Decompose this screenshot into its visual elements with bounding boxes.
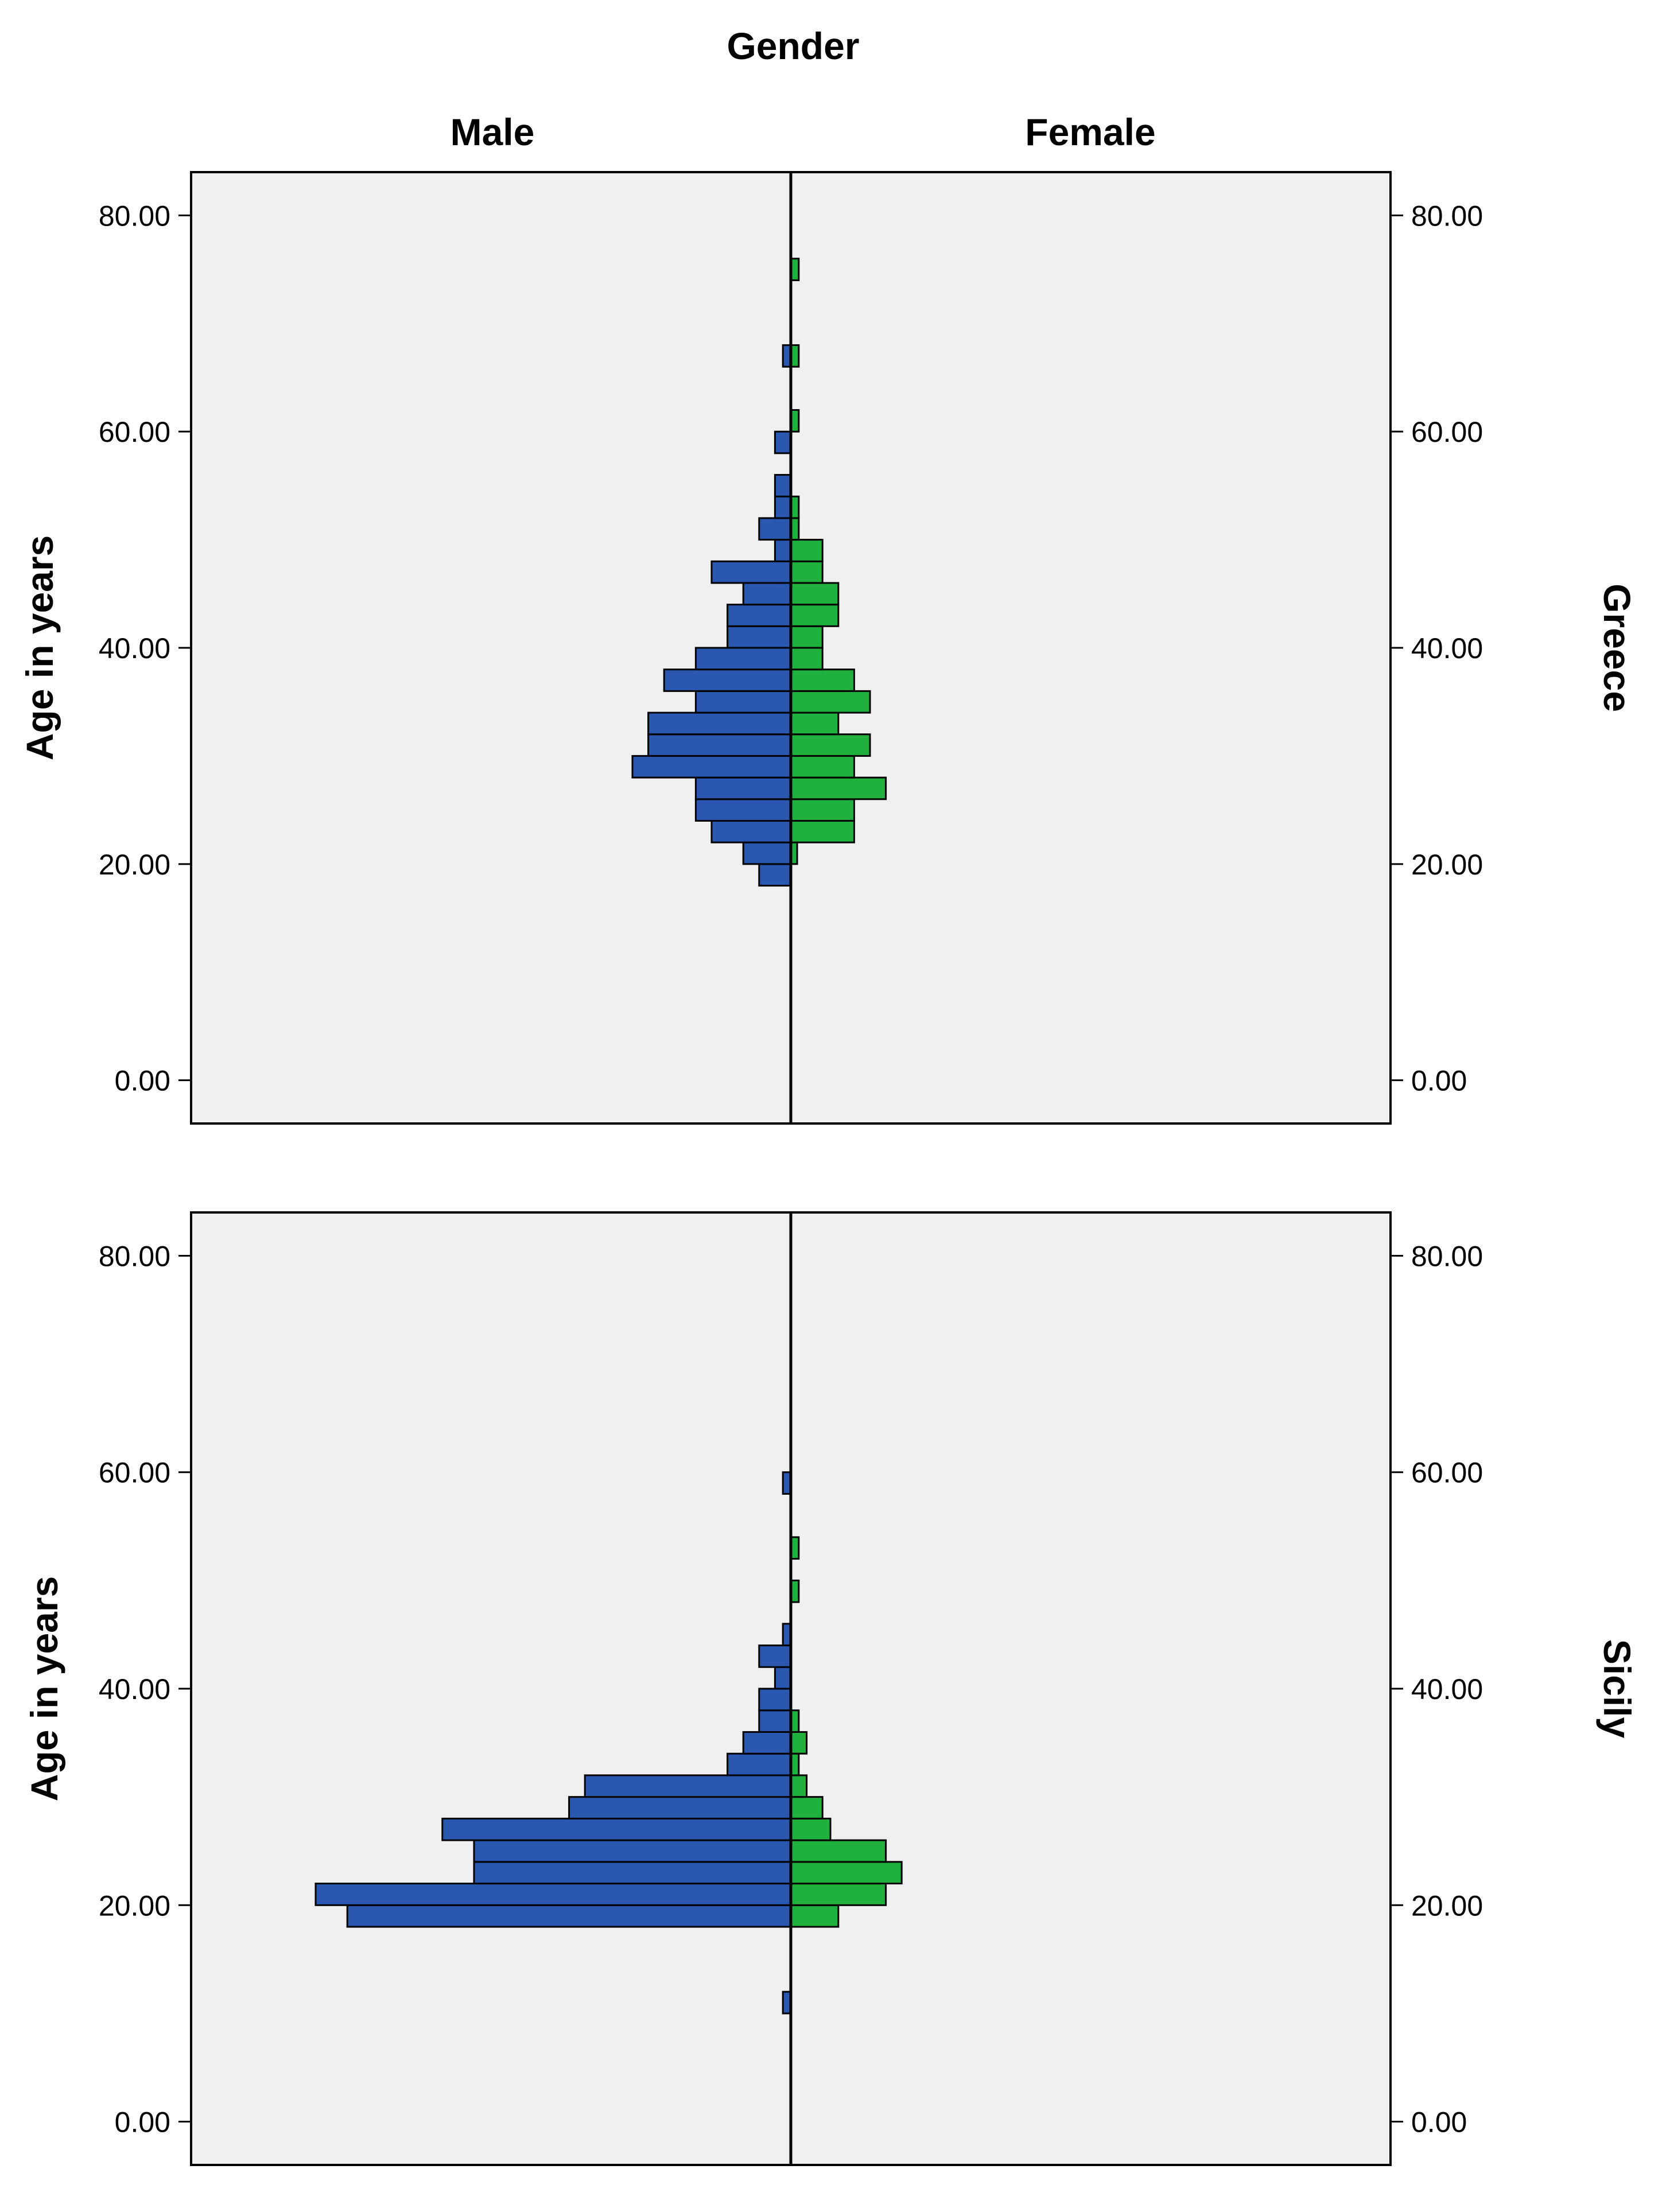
row-label-sicily: Sicily bbox=[1596, 1639, 1638, 1739]
bar-male bbox=[758, 1688, 792, 1712]
bar-male bbox=[774, 1666, 792, 1690]
bar-male bbox=[774, 474, 792, 497]
bar-female bbox=[790, 539, 824, 562]
y-tick-label-right: 20.00 bbox=[1411, 849, 1483, 881]
bar-male bbox=[473, 1861, 792, 1885]
bar-female bbox=[790, 1883, 887, 1906]
bar-female bbox=[790, 733, 871, 757]
y-tick-label-right: 60.00 bbox=[1411, 1457, 1483, 1489]
y-tick-label-right: 0.00 bbox=[1411, 1065, 1467, 1097]
column-label-female: Female bbox=[1025, 111, 1155, 153]
column-header-gender: Gender bbox=[727, 25, 859, 67]
bar-female bbox=[790, 819, 855, 843]
y-tick-label-right: 40.00 bbox=[1411, 1673, 1483, 1705]
bar-female bbox=[790, 755, 855, 779]
y-axis-title: Age in years bbox=[18, 535, 61, 761]
y-tick-label-right: 60.00 bbox=[1411, 416, 1483, 448]
bar-male bbox=[742, 582, 792, 606]
bar-male bbox=[727, 1752, 792, 1776]
bar-female bbox=[790, 712, 840, 736]
y-tick-label-left: 60.00 bbox=[99, 1457, 170, 1489]
panel-greece: 0.00 0.00 20.00 20.00 40.00 40.00 60.00 60.00 80… bbox=[18, 171, 1638, 1125]
bar-female bbox=[790, 668, 855, 692]
bar-female bbox=[790, 1861, 903, 1885]
bar-male bbox=[694, 690, 792, 714]
bar-male bbox=[694, 776, 792, 800]
bar-male bbox=[710, 819, 792, 843]
y-tick-label-left: 40.00 bbox=[99, 632, 170, 664]
y-axis-title: Age in years bbox=[23, 1576, 65, 1802]
bar-female bbox=[790, 1796, 824, 1820]
row-label-greece: Greece bbox=[1596, 584, 1638, 712]
bar-male bbox=[694, 647, 792, 671]
bar-female bbox=[790, 582, 840, 606]
bar-male bbox=[568, 1796, 792, 1820]
bar-male bbox=[774, 430, 792, 454]
bar-male bbox=[758, 863, 792, 887]
y-tick-label-left: 60.00 bbox=[99, 416, 170, 448]
y-tick-label-left: 0.00 bbox=[115, 1065, 170, 1097]
bar-female bbox=[790, 1774, 808, 1798]
panel-sicily: 0.00 0.00 20.00 20.00 40.00 40.00 60.00 60.00 80… bbox=[23, 1211, 1638, 2166]
bar-male bbox=[758, 1709, 792, 1733]
bar-female bbox=[790, 625, 824, 649]
bar-male bbox=[742, 841, 792, 865]
bar-male bbox=[314, 1883, 792, 1906]
bar-male bbox=[663, 668, 792, 692]
bar-male bbox=[694, 798, 792, 822]
bar-male bbox=[647, 733, 792, 757]
bar-male bbox=[710, 560, 792, 584]
bar-male bbox=[647, 712, 792, 736]
bar-female bbox=[790, 1731, 808, 1755]
column-label-male: Male bbox=[450, 111, 535, 153]
bar-female bbox=[790, 1839, 887, 1863]
y-tick-label-left: 0.00 bbox=[115, 2106, 170, 2139]
bar-female bbox=[790, 1904, 840, 1928]
bar-female bbox=[790, 647, 824, 671]
y-tick-label-left: 40.00 bbox=[99, 1673, 170, 1705]
bar-female bbox=[790, 1817, 832, 1841]
y-tick-label-right: 80.00 bbox=[1411, 1240, 1483, 1272]
bar-male bbox=[584, 1774, 792, 1798]
bar-male bbox=[473, 1839, 792, 1863]
bar-male bbox=[441, 1817, 792, 1841]
y-tick-label-right: 20.00 bbox=[1411, 1890, 1483, 1922]
bar-male bbox=[727, 625, 792, 649]
bar-female bbox=[790, 776, 887, 800]
bar-male bbox=[758, 517, 792, 541]
bar-male bbox=[631, 755, 792, 779]
bar-female bbox=[790, 690, 871, 714]
bar-female bbox=[790, 560, 824, 584]
bar-female bbox=[790, 604, 840, 627]
bar-male bbox=[774, 495, 792, 519]
bar-male bbox=[774, 539, 792, 562]
y-tick-label-left: 80.00 bbox=[99, 1240, 170, 1272]
bar-female bbox=[790, 798, 855, 822]
y-tick-label-right: 80.00 bbox=[1411, 200, 1483, 232]
y-tick-label-right: 40.00 bbox=[1411, 632, 1483, 664]
bar-male bbox=[758, 1645, 792, 1668]
y-tick-label-right: 0.00 bbox=[1411, 2106, 1467, 2139]
y-tick-label-left: 20.00 bbox=[99, 849, 170, 881]
y-tick-label-left: 80.00 bbox=[99, 200, 170, 232]
y-tick-label-left: 20.00 bbox=[99, 1890, 170, 1922]
bar-male bbox=[727, 604, 792, 627]
bar-male bbox=[742, 1731, 792, 1755]
bar-male bbox=[346, 1904, 792, 1928]
